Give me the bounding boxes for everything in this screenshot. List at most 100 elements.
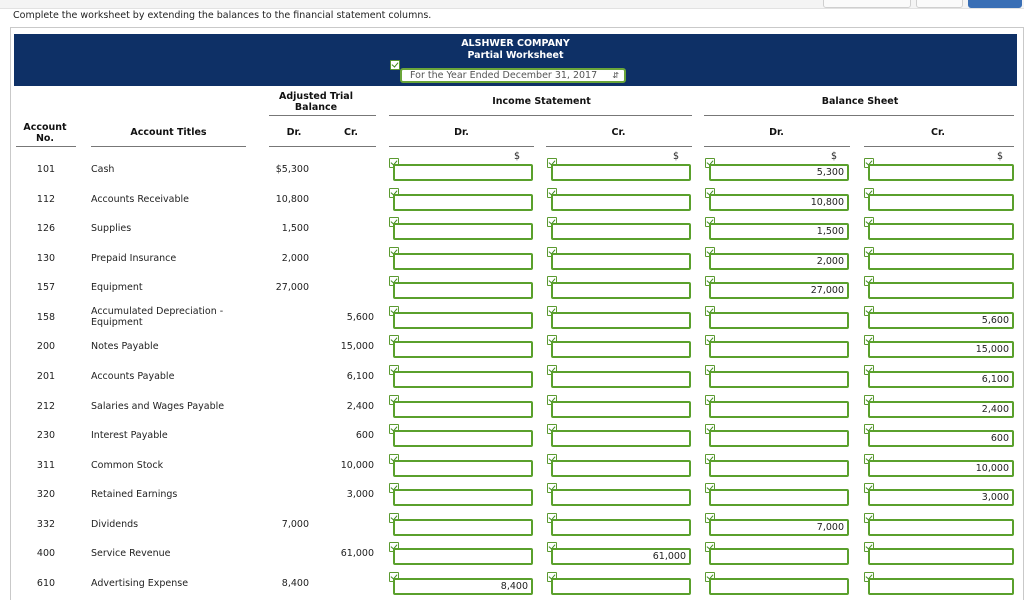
- balance-cr-input[interactable]: [868, 164, 1014, 181]
- account-title: Accounts Payable: [91, 371, 175, 382]
- balance-cr-input[interactable]: 2,400: [868, 401, 1014, 418]
- income-dr-input[interactable]: [393, 194, 533, 211]
- divider: [269, 115, 376, 116]
- balance-dr-input[interactable]: [709, 430, 849, 447]
- account-title: Accumulated Depreciation - Equipment: [91, 306, 224, 328]
- header-balance-sheet: Balance Sheet: [821, 96, 899, 107]
- income-dr-input[interactable]: [393, 282, 533, 299]
- income-dr-input[interactable]: [393, 341, 533, 358]
- income-dr-input[interactable]: [393, 371, 533, 388]
- balance-dr-input[interactable]: [709, 401, 849, 418]
- income-cr-input[interactable]: [551, 578, 691, 595]
- balance-cr-input[interactable]: 6,100: [868, 371, 1014, 388]
- balance-dr-input[interactable]: 7,000: [709, 519, 849, 536]
- balance-cr-input[interactable]: [868, 548, 1014, 565]
- top-toolbar: [0, 0, 1024, 9]
- period-select[interactable]: For the Year Ended December 31, 2017 ⇵: [400, 68, 626, 83]
- balance-dr-input[interactable]: 2,000: [709, 253, 849, 270]
- atb-cr-value: 6,100: [346, 371, 374, 382]
- check-icon: [390, 60, 400, 70]
- atb-cr-value: 61,000: [340, 548, 374, 559]
- instruction-text: Complete the worksheet by extending the …: [13, 10, 432, 21]
- income-cr-input[interactable]: [551, 401, 691, 418]
- balance-dr-input[interactable]: 5,300: [709, 164, 849, 181]
- balance-dr-input[interactable]: [709, 578, 849, 595]
- account-no: 112: [36, 194, 56, 205]
- divider: [389, 115, 692, 116]
- company-name: ALSHWER COMPANY: [461, 38, 570, 49]
- balance-dr-input[interactable]: 27,000: [709, 282, 849, 299]
- income-dr-input[interactable]: [393, 223, 533, 240]
- account-title: Dividends: [91, 519, 139, 530]
- balance-dr-input[interactable]: [709, 312, 849, 329]
- income-dr-input[interactable]: [393, 519, 533, 536]
- income-cr-input[interactable]: [551, 430, 691, 447]
- income-cr-input[interactable]: [551, 341, 691, 358]
- account-no: 101: [36, 164, 56, 175]
- income-cr-input[interactable]: [551, 489, 691, 506]
- worksheet-subtitle: Partial Worksheet: [467, 50, 564, 61]
- balance-cr-input[interactable]: [868, 578, 1014, 595]
- account-title: Advertising Expense: [91, 578, 189, 589]
- account-title: Common Stock: [91, 460, 164, 471]
- account-no: 212: [36, 401, 56, 412]
- balance-cr-input[interactable]: [868, 194, 1014, 211]
- income-cr-input[interactable]: [551, 282, 691, 299]
- income-dr-input[interactable]: [393, 430, 533, 447]
- income-dr-input[interactable]: [393, 164, 533, 181]
- income-dr-input[interactable]: [393, 489, 533, 506]
- toolbar-primary-button[interactable]: [968, 0, 1022, 8]
- balance-dr-input[interactable]: 10,800: [709, 194, 849, 211]
- balance-cr-input[interactable]: [868, 282, 1014, 299]
- atb-dr-value: 7,000: [281, 519, 309, 530]
- balance-dr-input[interactable]: [709, 371, 849, 388]
- balance-dr-input[interactable]: 1,500: [709, 223, 849, 240]
- balance-cr-input[interactable]: 10,000: [868, 460, 1014, 477]
- account-no: 311: [36, 460, 56, 471]
- header-atb-cr: Cr.: [344, 127, 358, 138]
- balance-cr-input[interactable]: 5,600: [868, 312, 1014, 329]
- balance-cr-input[interactable]: 3,000: [868, 489, 1014, 506]
- balance-cr-input[interactable]: [868, 519, 1014, 536]
- account-title: Prepaid Insurance: [91, 253, 177, 264]
- account-title: Retained Earnings: [91, 489, 178, 500]
- balance-cr-input[interactable]: 600: [868, 430, 1014, 447]
- income-dr-input[interactable]: [393, 548, 533, 565]
- income-dr-input[interactable]: [393, 460, 533, 477]
- toolbar-button[interactable]: [916, 0, 963, 8]
- income-dr-input[interactable]: [393, 401, 533, 418]
- income-cr-input[interactable]: [551, 371, 691, 388]
- divider: [91, 146, 246, 147]
- balance-cr-input[interactable]: [868, 223, 1014, 240]
- balance-cr-input[interactable]: [868, 253, 1014, 270]
- account-no: 130: [36, 253, 56, 264]
- account-no: 126: [36, 223, 56, 234]
- income-cr-input[interactable]: [551, 253, 691, 270]
- balance-dr-input[interactable]: [709, 460, 849, 477]
- income-cr-input[interactable]: [551, 312, 691, 329]
- account-no: 230: [36, 430, 56, 441]
- income-cr-input[interactable]: [551, 519, 691, 536]
- account-no: 158: [36, 312, 56, 323]
- income-cr-input[interactable]: [551, 223, 691, 240]
- account-no: 332: [36, 519, 56, 530]
- income-cr-input[interactable]: 61,000: [551, 548, 691, 565]
- account-title: Interest Payable: [91, 430, 168, 441]
- toolbar-button[interactable]: [823, 0, 911, 8]
- balance-dr-input[interactable]: [709, 489, 849, 506]
- income-dr-input[interactable]: [393, 253, 533, 270]
- dollar-sign: $: [673, 151, 680, 162]
- dollar-sign: $: [997, 151, 1004, 162]
- balance-dr-input[interactable]: [709, 341, 849, 358]
- atb-cr-value: 600: [355, 430, 374, 441]
- income-cr-input[interactable]: [551, 164, 691, 181]
- balance-cr-input[interactable]: 15,000: [868, 341, 1014, 358]
- income-cr-input[interactable]: [551, 460, 691, 477]
- income-cr-input[interactable]: [551, 194, 691, 211]
- income-dr-input[interactable]: [393, 312, 533, 329]
- header-income-statement: Income Statement: [492, 96, 591, 107]
- income-dr-input[interactable]: 8,400: [393, 578, 533, 595]
- balance-dr-input[interactable]: [709, 548, 849, 565]
- account-title: Accounts Receivable: [91, 194, 190, 205]
- account-title: Salaries and Wages Payable: [91, 401, 225, 412]
